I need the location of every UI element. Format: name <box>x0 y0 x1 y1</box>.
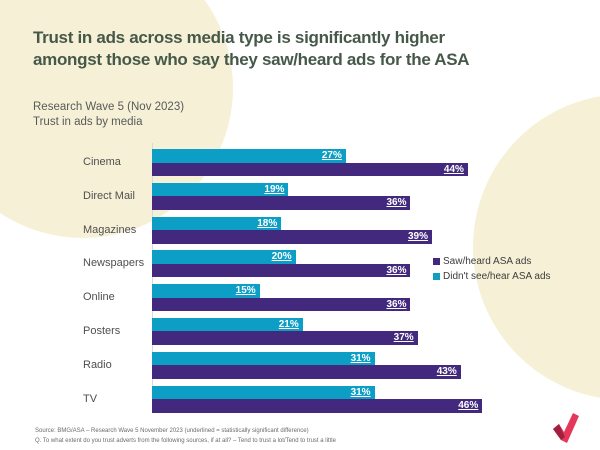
bar-value-label: 20% <box>271 251 292 263</box>
asa-checkmark-logo <box>553 413 579 443</box>
category-label: TV <box>83 392 98 405</box>
bar-value-label: 21% <box>278 318 299 330</box>
bar-pair: 20% 36% <box>152 250 411 278</box>
bar-didnt-see-hear: 27% <box>152 149 346 163</box>
bar-didnt-see-hear: 31% <box>152 351 375 366</box>
bar-saw-heard: 39% <box>152 230 433 244</box>
category-label: Online <box>83 291 115 304</box>
bar-saw-heard: 36% <box>152 196 411 210</box>
bar-pair: 19% 36% <box>152 182 411 210</box>
bar-didnt-see-hear: 19% <box>152 182 289 197</box>
bar-value-label: 39% <box>408 231 429 243</box>
bar-pair: 15% 36% <box>152 284 411 312</box>
bar-didnt-see-hear: 20% <box>152 250 296 264</box>
bar-saw-heard: 43% <box>152 365 461 379</box>
bar-value-label: 43% <box>436 366 457 378</box>
bar-pair: 31% 46% <box>152 385 483 413</box>
category-label: Magazines <box>83 223 137 236</box>
bar-value-label: 15% <box>235 285 256 297</box>
bar-value-label: 37% <box>393 332 414 344</box>
bar-value-label: 36% <box>386 264 407 276</box>
category-label: Newspapers <box>83 257 145 270</box>
decorative-circle-right <box>473 94 600 400</box>
category-label: Radio <box>83 358 112 371</box>
bar-value-label: 46% <box>458 400 479 412</box>
bar-value-label: 19% <box>264 183 285 195</box>
bar-saw-heard: 46% <box>152 399 483 413</box>
bar-didnt-see-hear: 15% <box>152 284 260 298</box>
bar-value-label: 18% <box>257 217 278 229</box>
chart-subtitle: Research Wave 5 (Nov 2023) Trust in ads … <box>33 101 185 128</box>
category-label: Cinema <box>83 156 121 168</box>
bar-value-label: 31% <box>350 386 371 398</box>
y-axis-line <box>152 143 153 413</box>
bar-didnt-see-hear: 18% <box>152 216 282 231</box>
legend-swatch-saw <box>433 258 440 265</box>
checkmark-shade <box>553 424 565 440</box>
bar-pair: 18% 39% <box>152 216 433 244</box>
bar-value-label: 36% <box>386 298 407 310</box>
bar-didnt-see-hear: 21% <box>152 317 303 332</box>
bar-value-label: 36% <box>386 197 407 209</box>
legend-swatch-didnt <box>433 273 440 280</box>
legend-item-saw: Saw/heard ASA ads <box>433 254 551 269</box>
source-note: Source: BMG/ASA – Research Wave 5 Novemb… <box>35 428 336 444</box>
slide-title: Trust in ads across media type is signif… <box>33 28 470 69</box>
bar-value-label: 44% <box>443 163 464 175</box>
bar-didnt-see-hear: 31% <box>152 385 375 400</box>
bar-pair: 27% 44% <box>152 149 468 176</box>
legend-label-saw: Saw/heard ASA ads <box>443 256 532 267</box>
bar-saw-heard: 36% <box>152 297 411 312</box>
bar-value-label: 27% <box>321 150 342 161</box>
legend-label-didnt: Didn't see/hear ASA ads <box>443 271 551 282</box>
bar-saw-heard: 37% <box>152 331 418 345</box>
category-label: Direct Mail <box>83 189 135 202</box>
category-label: Posters <box>83 324 121 337</box>
bar-value-label: 31% <box>350 352 371 364</box>
chart-legend: Saw/heard ASA ads Didn't see/hear ASA ad… <box>433 254 551 284</box>
bar-pair: 31% 43% <box>152 351 461 379</box>
bar-pair: 21% 37% <box>152 317 418 345</box>
bar-saw-heard: 36% <box>152 263 411 278</box>
legend-item-didnt: Didn't see/hear ASA ads <box>433 269 551 284</box>
bar-saw-heard: 44% <box>152 162 468 176</box>
